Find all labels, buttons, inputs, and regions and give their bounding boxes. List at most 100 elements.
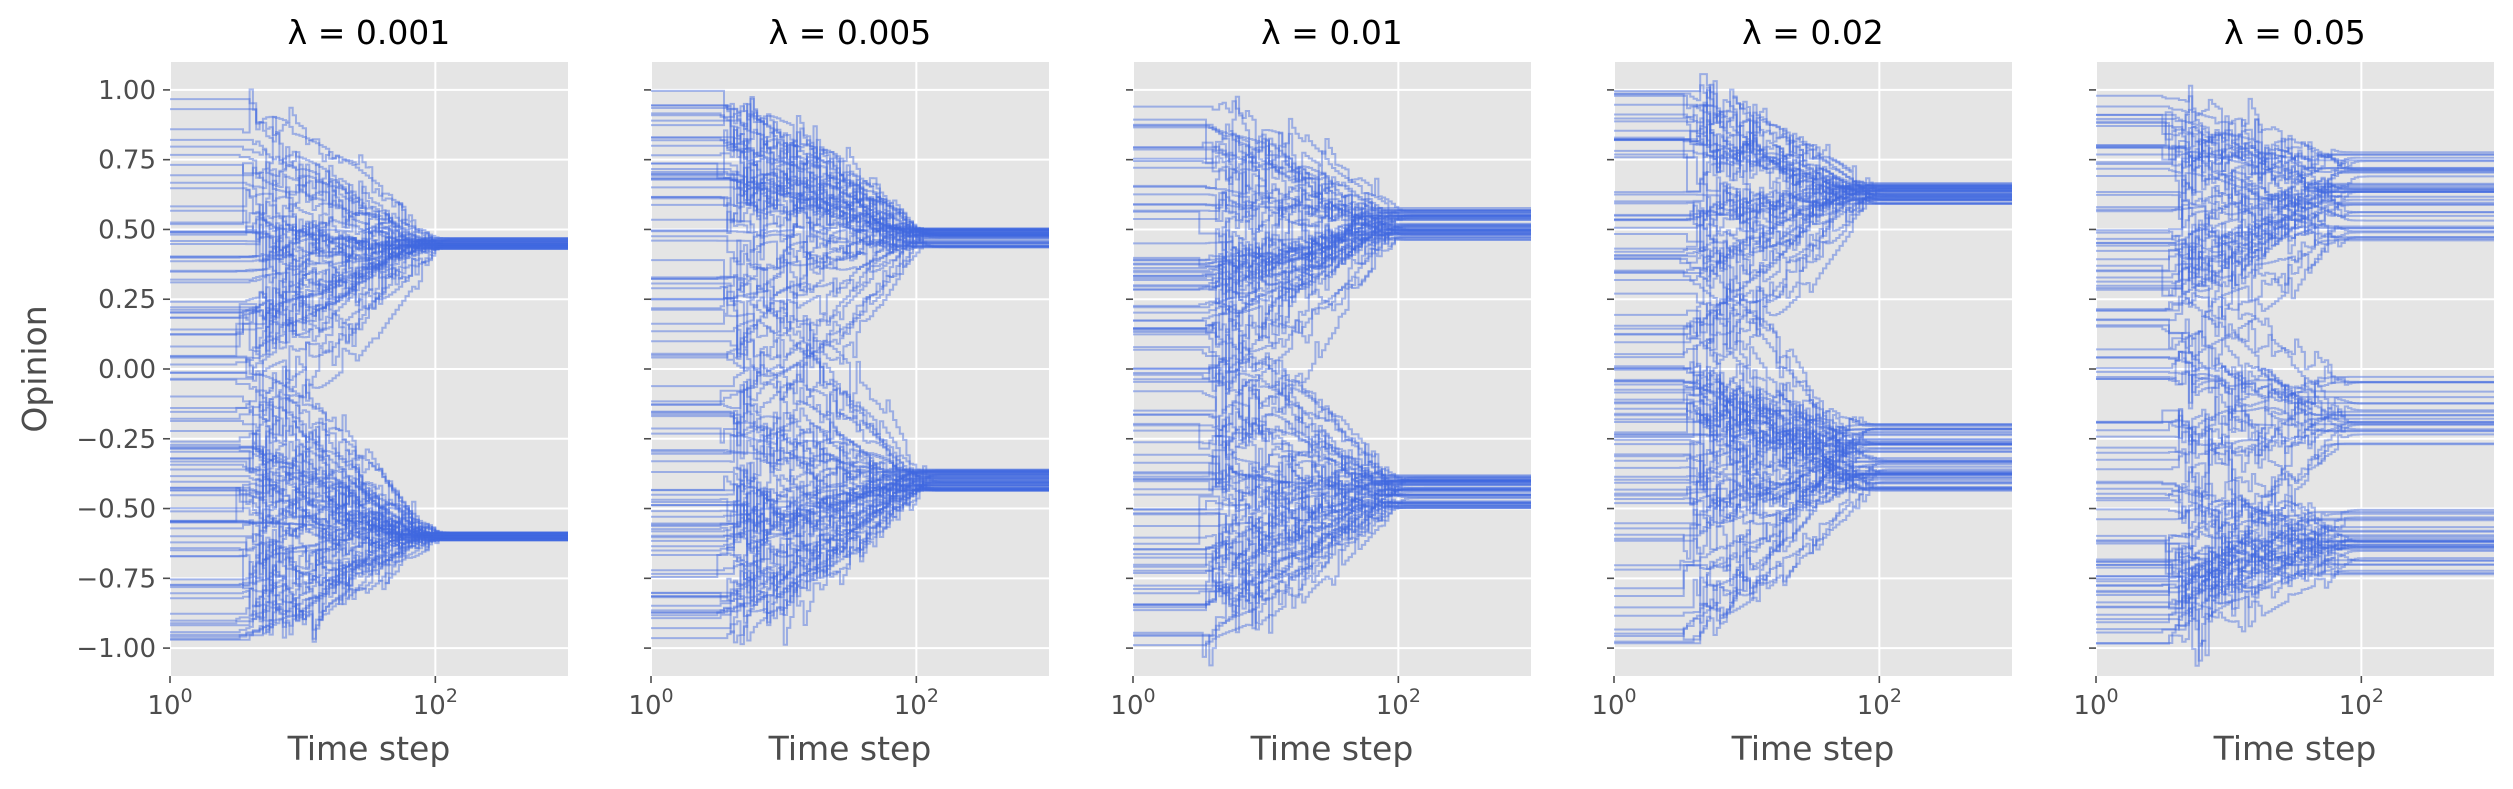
agent-trajectory: [1614, 405, 2012, 472]
agent-trajectory: [1614, 73, 2012, 188]
agent-trajectory: [170, 145, 568, 250]
agent-trajectory: [2096, 525, 2494, 578]
agent-trajectory: [1133, 225, 1531, 270]
agent-trajectory: [651, 486, 1049, 634]
agent-trajectory: [1614, 138, 2012, 186]
agent-trajectory: [2096, 122, 2494, 198]
agent-trajectory: [1614, 192, 2012, 270]
agent-trajectory: [2096, 368, 2494, 395]
agent-trajectory: [651, 328, 1049, 490]
agent-trajectory: [170, 395, 568, 540]
agent-trajectory: [1133, 135, 1531, 212]
agent-trajectory: [2096, 423, 2494, 624]
agent-trajectory: [170, 536, 568, 608]
agent-trajectory: [1133, 227, 1531, 342]
agent-trajectory: [1614, 101, 2012, 199]
agent-trajectory: [651, 472, 1049, 532]
agent-trajectory: [1614, 460, 2012, 635]
agent-trajectory: [170, 457, 568, 535]
agent-trajectory: [651, 240, 1049, 444]
agent-trajectory: [170, 238, 568, 321]
agent-trajectory: [1133, 502, 1531, 605]
agent-trajectory: [1614, 374, 2012, 447]
agent-trajectory: [2096, 95, 2494, 173]
x-tick-label: 100: [1591, 685, 1636, 721]
x-tick-base: 10: [1376, 691, 1409, 721]
agent-trajectory: [170, 243, 568, 352]
agent-trajectory: [1133, 209, 1531, 354]
agent-trajectory: [170, 219, 568, 256]
panel-title: λ = 0.01: [1261, 13, 1403, 52]
agent-trajectory: [1614, 203, 2012, 272]
agent-trajectory: [2096, 153, 2494, 191]
agent-trajectory: [2096, 531, 2494, 583]
agent-trajectory: [170, 507, 568, 548]
agent-trajectory: [651, 435, 1049, 484]
agent-trajectory: [1614, 378, 2012, 490]
agent-trajectory: [651, 234, 1049, 270]
agent-trajectory: [651, 480, 1049, 531]
agent-trajectory: [2096, 213, 2494, 259]
y-tick-label: 0.00: [98, 355, 156, 385]
agent-trajectory: [1614, 427, 2012, 475]
agent-trajectory: [1614, 399, 2012, 466]
agent-trajectory: [2096, 433, 2494, 545]
agent-trajectory: [651, 440, 1049, 527]
agent-trajectory: [1614, 181, 2012, 230]
agent-trajectory: [1133, 176, 1531, 222]
agent-trajectory: [1614, 450, 2012, 637]
x-tick-exponent: 2: [446, 685, 458, 707]
trajectory-series: [2096, 84, 2494, 667]
agent-trajectory: [1614, 184, 2012, 334]
agent-trajectory: [2096, 148, 2494, 222]
agent-trajectory: [651, 240, 1049, 406]
agent-trajectory: [2096, 242, 2494, 417]
agent-trajectory: [170, 108, 568, 248]
agent-trajectory: [170, 531, 568, 638]
agent-trajectory: [1133, 484, 1531, 563]
agent-trajectory: [651, 290, 1049, 490]
agent-trajectory: [651, 136, 1049, 230]
agent-trajectory: [2096, 113, 2494, 239]
agent-trajectory: [1133, 219, 1531, 255]
agent-trajectory: [2096, 311, 2494, 386]
agent-trajectory: [1614, 172, 2012, 220]
agent-trajectory: [1133, 472, 1531, 555]
agent-trajectory: [1614, 466, 2012, 517]
agent-trajectory: [170, 529, 568, 587]
agent-trajectory: [2096, 381, 2494, 461]
agent-trajectory: [170, 242, 568, 436]
agent-trajectory: [2096, 227, 2494, 351]
agent-trajectory: [1133, 327, 1531, 499]
agent-trajectory: [1614, 138, 2012, 198]
agent-trajectory: [651, 178, 1049, 239]
agent-trajectory: [1614, 402, 2012, 459]
agent-trajectory: [1614, 377, 2012, 426]
agent-trajectory: [1614, 176, 2012, 244]
agent-trajectory: [170, 350, 568, 535]
agent-trajectory: [1133, 498, 1531, 647]
agent-trajectory: [1133, 184, 1531, 246]
agent-trajectory: [170, 397, 568, 546]
agent-trajectory: [1133, 212, 1531, 383]
agent-trajectory: [2096, 179, 2494, 257]
agent-trajectory: [2096, 169, 2494, 287]
agent-trajectory: [2096, 511, 2494, 592]
agent-trajectory: [170, 532, 568, 626]
agent-trajectory: [651, 144, 1049, 236]
x-tick-label: 102: [2339, 685, 2384, 721]
agent-trajectory: [1133, 137, 1531, 236]
agent-trajectory: [2096, 119, 2494, 214]
agent-trajectory: [170, 355, 568, 549]
agent-trajectory: [1614, 198, 2012, 336]
agent-trajectory: [170, 240, 568, 321]
agent-trajectory: [1614, 477, 2012, 508]
agent-trajectory: [2096, 325, 2494, 417]
agent-trajectory: [170, 162, 568, 257]
agent-trajectory: [170, 203, 568, 256]
agent-trajectory: [1614, 457, 2012, 512]
agent-trajectory: [2096, 532, 2494, 577]
agent-trajectory: [651, 469, 1049, 575]
agent-trajectory: [2096, 396, 2494, 443]
agent-trajectory: [651, 483, 1049, 580]
